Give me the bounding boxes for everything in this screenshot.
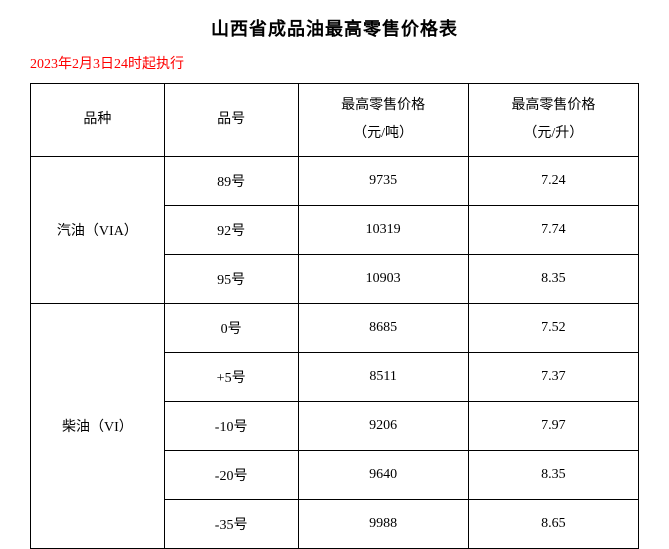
grade-cell: 0号: [164, 304, 298, 353]
grade-cell: 92号: [164, 206, 298, 255]
header-price-ton: 最高零售价格 （元/吨）: [298, 84, 468, 157]
grade-cell: -35号: [164, 500, 298, 549]
page-title: 山西省成品油最高零售价格表: [30, 15, 639, 41]
header-price-ton-line1: 最高零售价格: [341, 98, 425, 113]
price-ton-cell: 8685: [298, 304, 468, 353]
header-price-liter-line2: （元/升）: [523, 126, 583, 141]
grade-cell: -20号: [164, 451, 298, 500]
price-liter-cell: 7.24: [468, 157, 638, 206]
header-price-liter: 最高零售价格 （元/升）: [468, 84, 638, 157]
price-ton-cell: 9640: [298, 451, 468, 500]
grade-cell: +5号: [164, 353, 298, 402]
variety-cell: 汽油（VIA）: [31, 157, 165, 304]
grade-cell: 89号: [164, 157, 298, 206]
price-liter-cell: 8.35: [468, 255, 638, 304]
table-body: 汽油（VIA） 89号 9735 7.24 92号 10319 7.74 95号…: [31, 157, 639, 549]
header-price-liter-line1: 最高零售价格: [511, 98, 595, 113]
grade-cell: -10号: [164, 402, 298, 451]
variety-cell: 柴油（VI）: [31, 304, 165, 549]
header-grade: 品号: [164, 84, 298, 157]
table-header-row: 品种 品号 最高零售价格 （元/吨） 最高零售价格 （元/升）: [31, 84, 639, 157]
price-liter-cell: 8.35: [468, 451, 638, 500]
header-price-ton-line2: （元/吨）: [353, 126, 413, 141]
price-liter-cell: 7.37: [468, 353, 638, 402]
price-ton-cell: 10903: [298, 255, 468, 304]
effective-date: 2023年2月3日24时起执行: [30, 53, 639, 73]
header-variety: 品种: [31, 84, 165, 157]
price-ton-cell: 9988: [298, 500, 468, 549]
price-table: 品种 品号 最高零售价格 （元/吨） 最高零售价格 （元/升） 汽油（VIA） …: [30, 83, 639, 549]
price-ton-cell: 9735: [298, 157, 468, 206]
price-ton-cell: 10319: [298, 206, 468, 255]
table-row: 汽油（VIA） 89号 9735 7.24: [31, 157, 639, 206]
price-liter-cell: 8.65: [468, 500, 638, 549]
price-liter-cell: 7.74: [468, 206, 638, 255]
price-ton-cell: 8511: [298, 353, 468, 402]
price-liter-cell: 7.97: [468, 402, 638, 451]
table-row: 柴油（VI） 0号 8685 7.52: [31, 304, 639, 353]
grade-cell: 95号: [164, 255, 298, 304]
price-ton-cell: 9206: [298, 402, 468, 451]
price-liter-cell: 7.52: [468, 304, 638, 353]
